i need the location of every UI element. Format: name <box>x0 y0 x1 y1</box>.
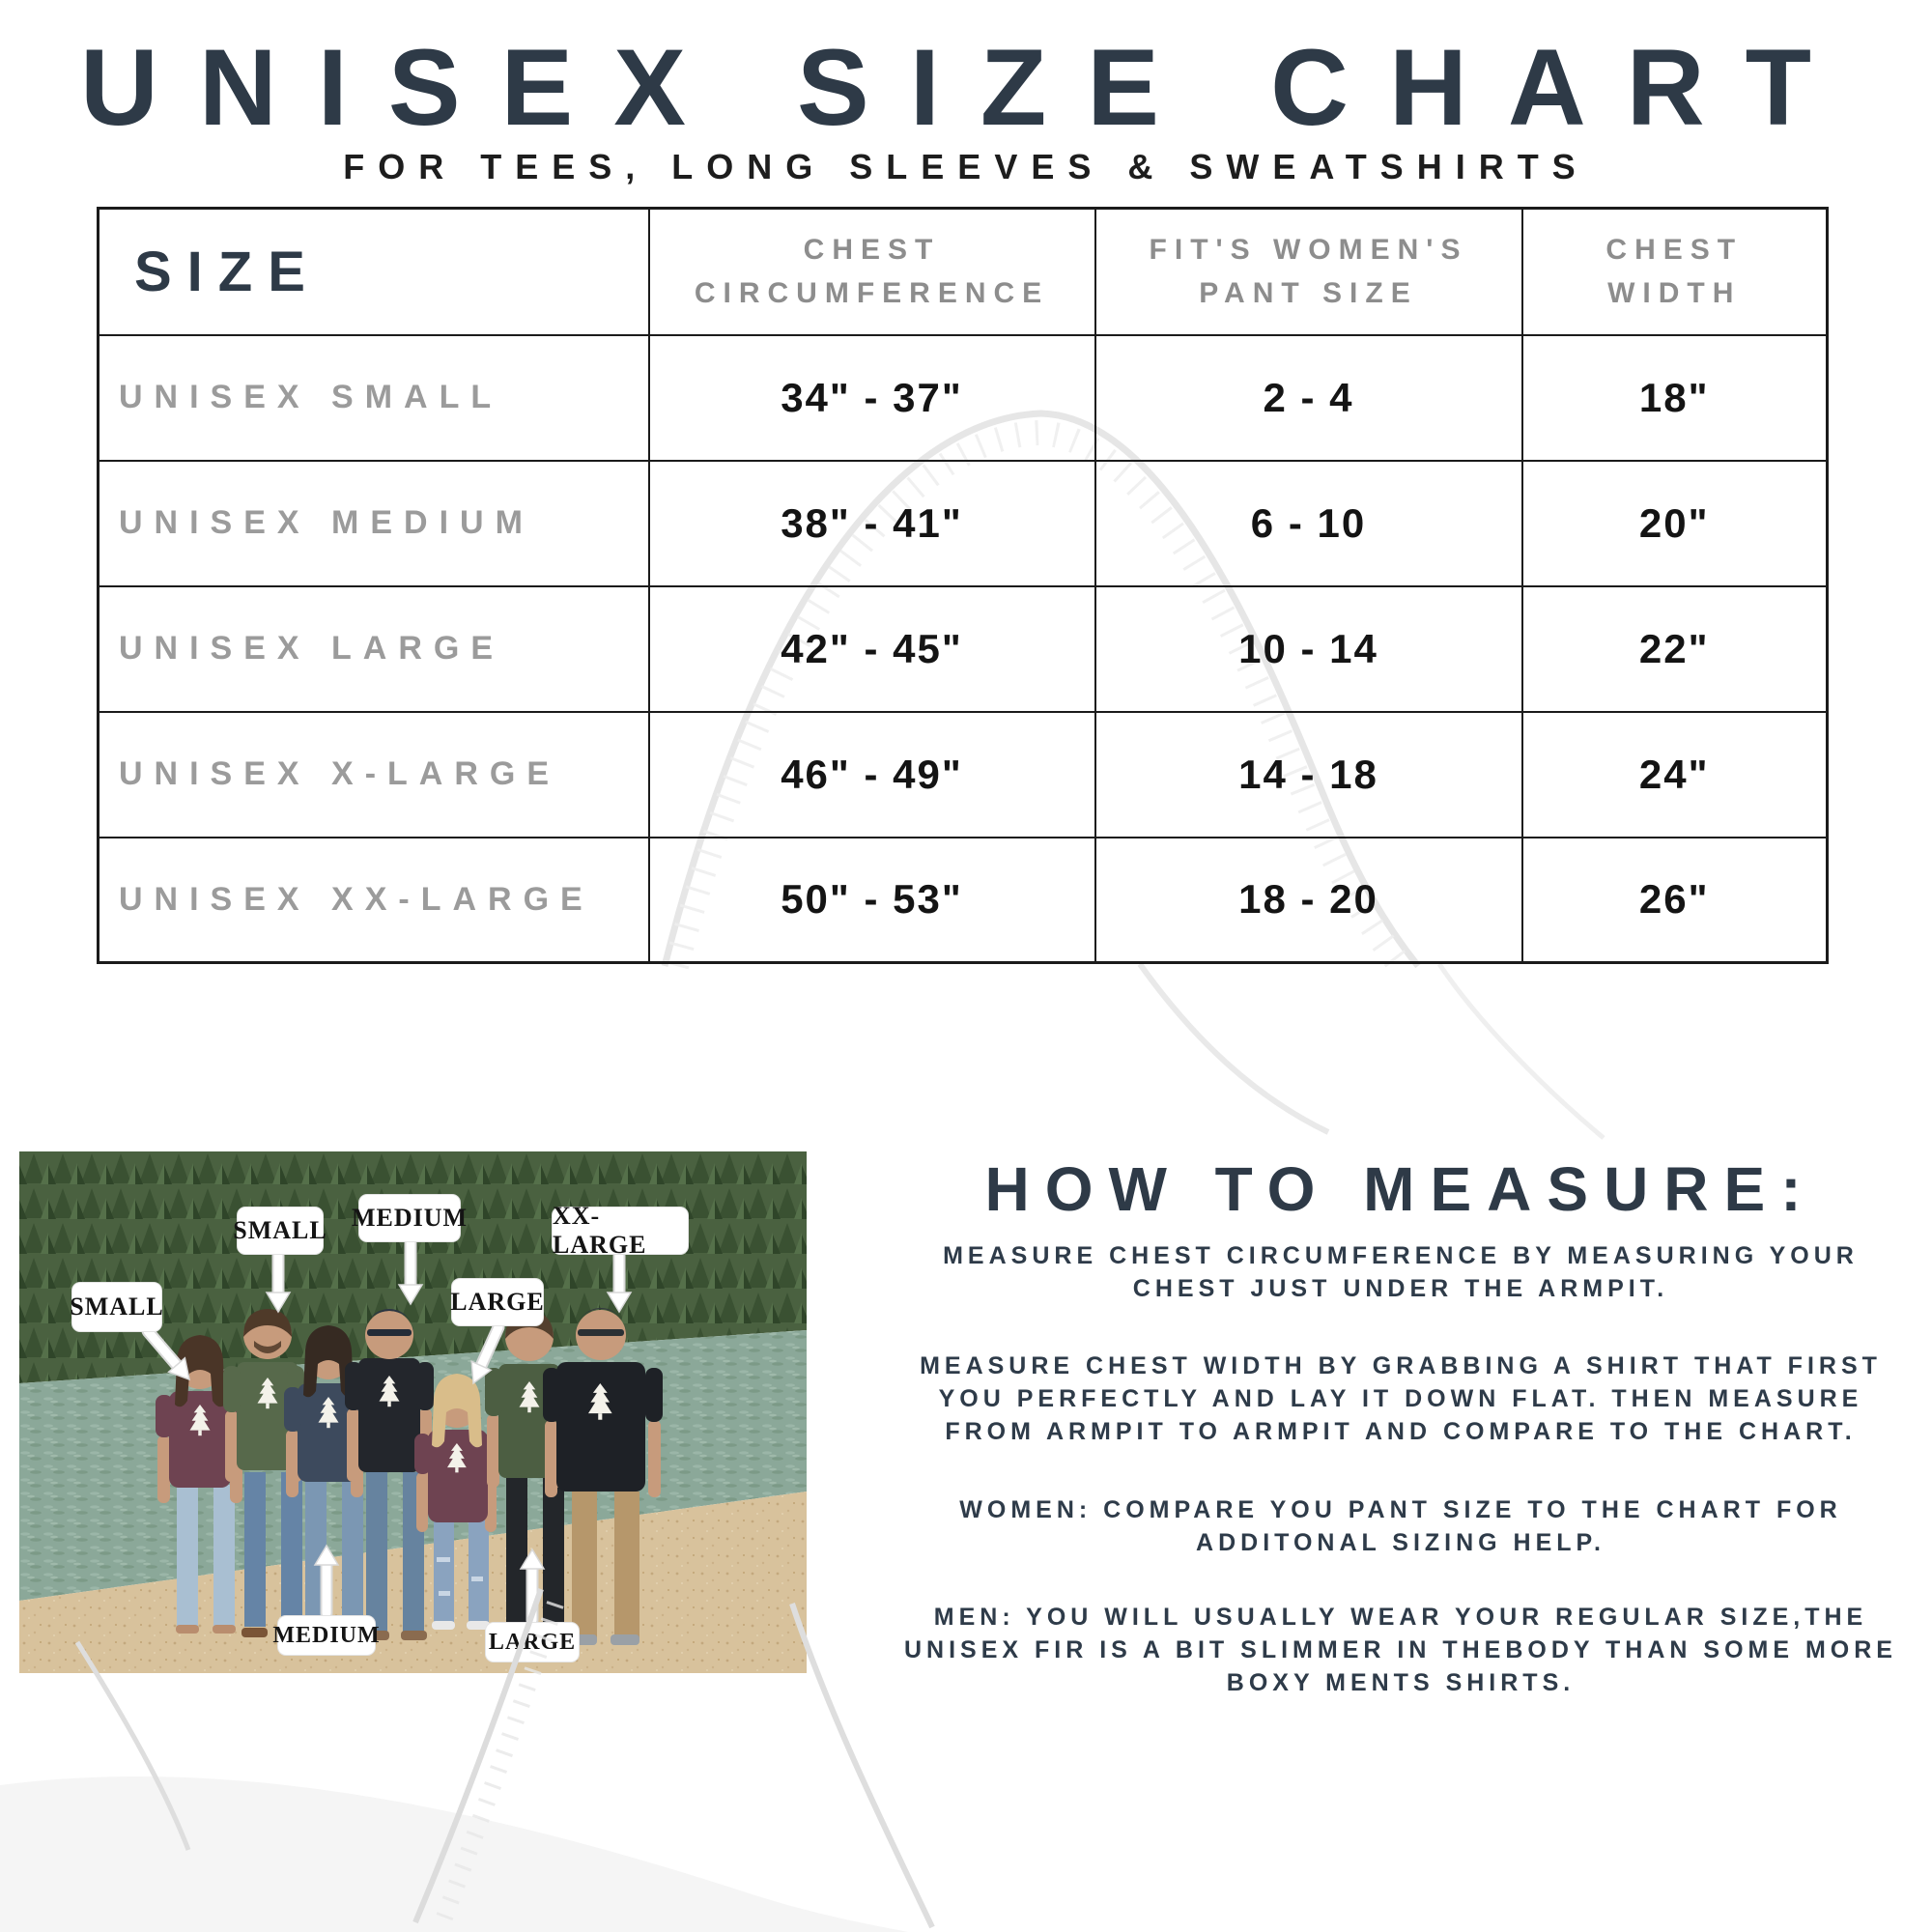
cell-chest-circumference: 50" - 53" <box>647 836 1096 964</box>
cell-chest-width: 24" <box>1520 710 1829 838</box>
cell-pant-size: 14 - 18 <box>1094 710 1523 838</box>
callout-arrows <box>141 1236 633 1627</box>
group-photo: SMALL SMALL MEDIUM LARGE XX-LARGE MEDIUM… <box>19 1151 807 1673</box>
callout-xxlarge-top: XX-LARGE <box>553 1202 688 1259</box>
callout-small-left: SMALL <box>70 1283 163 1331</box>
paragraph-chest-circumference: MEASURE CHEST CIRCUMFERENCE BY MEASURING… <box>943 1242 1859 1302</box>
cell-size: UNISEX X-LARGE <box>97 710 650 838</box>
callout-medium-bottom: MEDIUM <box>272 1616 380 1655</box>
cell-chest-circumference: 34" - 37" <box>647 333 1096 462</box>
column-header-size: SIZE <box>97 207 650 336</box>
cell-pant-size: 10 - 14 <box>1094 584 1523 713</box>
table-row-x-large: UNISEX X-LARGE 46" - 49" 14 - 18 24" <box>97 710 1829 838</box>
how-to-measure-heading: HOW TO MEASURE: <box>984 1154 1817 1224</box>
cell-chest-circumference: 46" - 49" <box>647 710 1096 838</box>
cell-size: UNISEX XX-LARGE <box>97 836 650 964</box>
page-title: UNISEX SIZE CHART <box>79 27 1853 148</box>
callout-medium-top: MEDIUM <box>352 1195 467 1241</box>
column-header-pant-size: FIT'S WOMEN'S PANT SIZE <box>1094 207 1523 336</box>
person-xxlarge-man <box>543 1308 663 1645</box>
paragraph-chest-width: MEASURE CHEST WIDTH BY GRABBING A SHIRT … <box>920 1352 1882 1445</box>
cell-size: UNISEX SMALL <box>97 333 650 462</box>
cell-chest-width: 18" <box>1520 333 1829 462</box>
paragraph-women: WOMEN: COMPARE YOU PANT SIZE TO THE CHAR… <box>959 1496 1842 1556</box>
cell-chest-circumference: 38" - 41" <box>647 459 1096 587</box>
table-row-medium: UNISEX MEDIUM 38" - 41" 6 - 10 20" <box>97 459 1829 587</box>
table-row-xx-large: UNISEX XX-LARGE 50" - 53" 18 - 20 26" <box>97 836 1829 964</box>
callout-large-bottom: LARGE <box>486 1623 579 1662</box>
column-header-chest-width: CHEST WIDTH <box>1520 207 1829 336</box>
page-subtitle: FOR TEES, LONG SLEEVES & SWEATSHIRTS <box>343 147 1589 186</box>
table-row-large: UNISEX LARGE 42" - 45" 10 - 14 22" <box>97 584 1829 713</box>
table-row-small: UNISEX SMALL 34" - 37" 2 - 4 18" <box>97 333 1829 462</box>
cell-chest-width: 26" <box>1520 836 1829 964</box>
size-chart-table: SIZE CHEST CIRCUMFERENCE FIT'S WOMEN'S P… <box>97 207 1829 964</box>
cell-pant-size: 6 - 10 <box>1094 459 1523 587</box>
photo-scene <box>19 1151 807 1673</box>
column-header-chest-circumference: CHEST CIRCUMFERENCE <box>647 207 1096 336</box>
callout-small-top: SMALL <box>233 1208 327 1254</box>
cell-pant-size: 18 - 20 <box>1094 836 1523 964</box>
cell-size: UNISEX LARGE <box>97 584 650 713</box>
cell-pant-size: 2 - 4 <box>1094 333 1523 462</box>
person-small-woman <box>156 1335 244 1634</box>
paragraph-men: MEN: YOU WILL USUALLY WEAR YOUR REGULAR … <box>903 1604 1897 1696</box>
cell-chest-width: 20" <box>1520 459 1829 587</box>
cell-size: UNISEX MEDIUM <box>97 459 650 587</box>
cell-chest-circumference: 42" - 45" <box>647 584 1096 713</box>
cell-chest-width: 22" <box>1520 584 1829 713</box>
callout-large-top: LARGE <box>450 1279 544 1325</box>
table-header-row: SIZE CHEST CIRCUMFERENCE FIT'S WOMEN'S P… <box>97 207 1829 336</box>
